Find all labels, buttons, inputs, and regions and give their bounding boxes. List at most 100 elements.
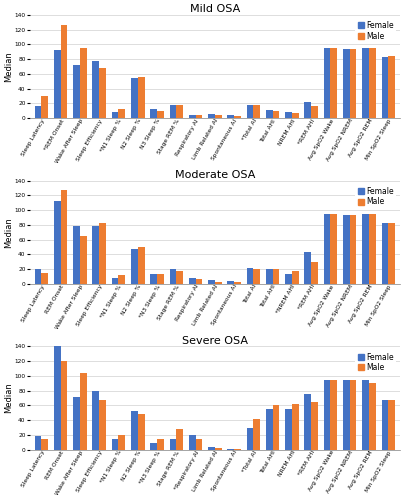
Bar bbox=[330, 48, 337, 118]
Bar bbox=[150, 443, 157, 450]
Bar bbox=[305, 102, 311, 118]
Bar bbox=[118, 275, 125, 284]
Bar bbox=[157, 274, 164, 284]
Bar bbox=[266, 409, 273, 450]
Bar bbox=[208, 447, 215, 450]
Bar bbox=[285, 274, 292, 284]
Bar bbox=[99, 400, 106, 450]
Bar bbox=[227, 281, 234, 284]
Bar bbox=[112, 438, 118, 450]
Bar bbox=[170, 438, 176, 450]
Bar bbox=[138, 77, 145, 118]
Bar bbox=[362, 380, 369, 450]
Bar bbox=[253, 269, 260, 284]
Bar bbox=[73, 65, 80, 118]
Y-axis label: Median: Median bbox=[4, 51, 13, 82]
Bar bbox=[196, 279, 202, 284]
Bar bbox=[176, 105, 183, 118]
Bar bbox=[73, 396, 80, 450]
Bar bbox=[246, 428, 253, 450]
Bar bbox=[196, 438, 202, 450]
Bar bbox=[73, 226, 80, 284]
Bar bbox=[150, 108, 157, 118]
Bar bbox=[305, 394, 311, 450]
Bar bbox=[292, 113, 299, 118]
Bar bbox=[381, 400, 388, 450]
Bar bbox=[343, 49, 350, 118]
Y-axis label: Median: Median bbox=[4, 382, 13, 414]
Bar bbox=[311, 262, 318, 284]
Bar bbox=[131, 250, 138, 284]
Bar bbox=[350, 214, 356, 284]
Bar bbox=[170, 269, 176, 284]
Bar bbox=[54, 50, 61, 118]
Bar bbox=[41, 273, 48, 284]
Bar bbox=[266, 269, 273, 284]
Bar bbox=[61, 361, 67, 450]
Bar bbox=[189, 278, 196, 284]
Title: Mild OSA: Mild OSA bbox=[190, 4, 240, 14]
Bar bbox=[266, 110, 273, 118]
Bar bbox=[112, 112, 118, 118]
Bar bbox=[388, 56, 395, 118]
Bar bbox=[93, 226, 99, 284]
Bar bbox=[150, 274, 157, 284]
Bar bbox=[215, 448, 221, 450]
Bar bbox=[285, 112, 292, 118]
Bar bbox=[157, 440, 164, 450]
Bar bbox=[388, 224, 395, 284]
Bar bbox=[189, 114, 196, 118]
Bar bbox=[157, 111, 164, 118]
Bar bbox=[305, 252, 311, 284]
Legend: Female, Male: Female, Male bbox=[356, 350, 396, 374]
Bar bbox=[234, 282, 241, 284]
Bar bbox=[176, 429, 183, 450]
Bar bbox=[362, 214, 369, 284]
Bar bbox=[196, 114, 202, 118]
Title: Moderate OSA: Moderate OSA bbox=[175, 170, 255, 180]
Bar bbox=[215, 282, 221, 284]
Bar bbox=[369, 48, 376, 118]
Bar bbox=[381, 57, 388, 118]
Bar bbox=[253, 418, 260, 450]
Bar bbox=[362, 48, 369, 118]
Bar bbox=[246, 105, 253, 118]
Bar bbox=[176, 270, 183, 284]
Bar bbox=[273, 111, 280, 118]
Bar bbox=[227, 449, 234, 450]
Bar bbox=[54, 200, 61, 284]
Bar bbox=[54, 346, 61, 450]
Bar bbox=[118, 110, 125, 118]
Bar bbox=[350, 380, 356, 450]
Bar bbox=[234, 116, 241, 118]
Bar bbox=[93, 60, 99, 118]
Bar bbox=[80, 48, 87, 118]
Bar bbox=[138, 414, 145, 450]
Bar bbox=[35, 106, 41, 118]
Bar bbox=[138, 247, 145, 284]
Bar bbox=[330, 214, 337, 284]
Bar bbox=[292, 404, 299, 450]
Title: Severe OSA: Severe OSA bbox=[182, 336, 248, 345]
Bar bbox=[246, 268, 253, 284]
Bar bbox=[93, 390, 99, 450]
Bar bbox=[170, 105, 176, 118]
Bar bbox=[324, 214, 330, 284]
Legend: Female, Male: Female, Male bbox=[356, 184, 396, 208]
Bar bbox=[118, 435, 125, 450]
Legend: Female, Male: Female, Male bbox=[356, 19, 396, 43]
Bar bbox=[208, 280, 215, 284]
Bar bbox=[311, 106, 318, 118]
Bar bbox=[61, 26, 67, 118]
Bar bbox=[273, 406, 280, 450]
Bar bbox=[369, 214, 376, 284]
Bar bbox=[131, 412, 138, 450]
Bar bbox=[369, 384, 376, 450]
Bar bbox=[99, 224, 106, 284]
Bar bbox=[381, 224, 388, 284]
Bar bbox=[35, 269, 41, 284]
Bar bbox=[330, 380, 337, 450]
Bar bbox=[61, 190, 67, 284]
Bar bbox=[35, 436, 41, 450]
Bar bbox=[343, 214, 350, 284]
